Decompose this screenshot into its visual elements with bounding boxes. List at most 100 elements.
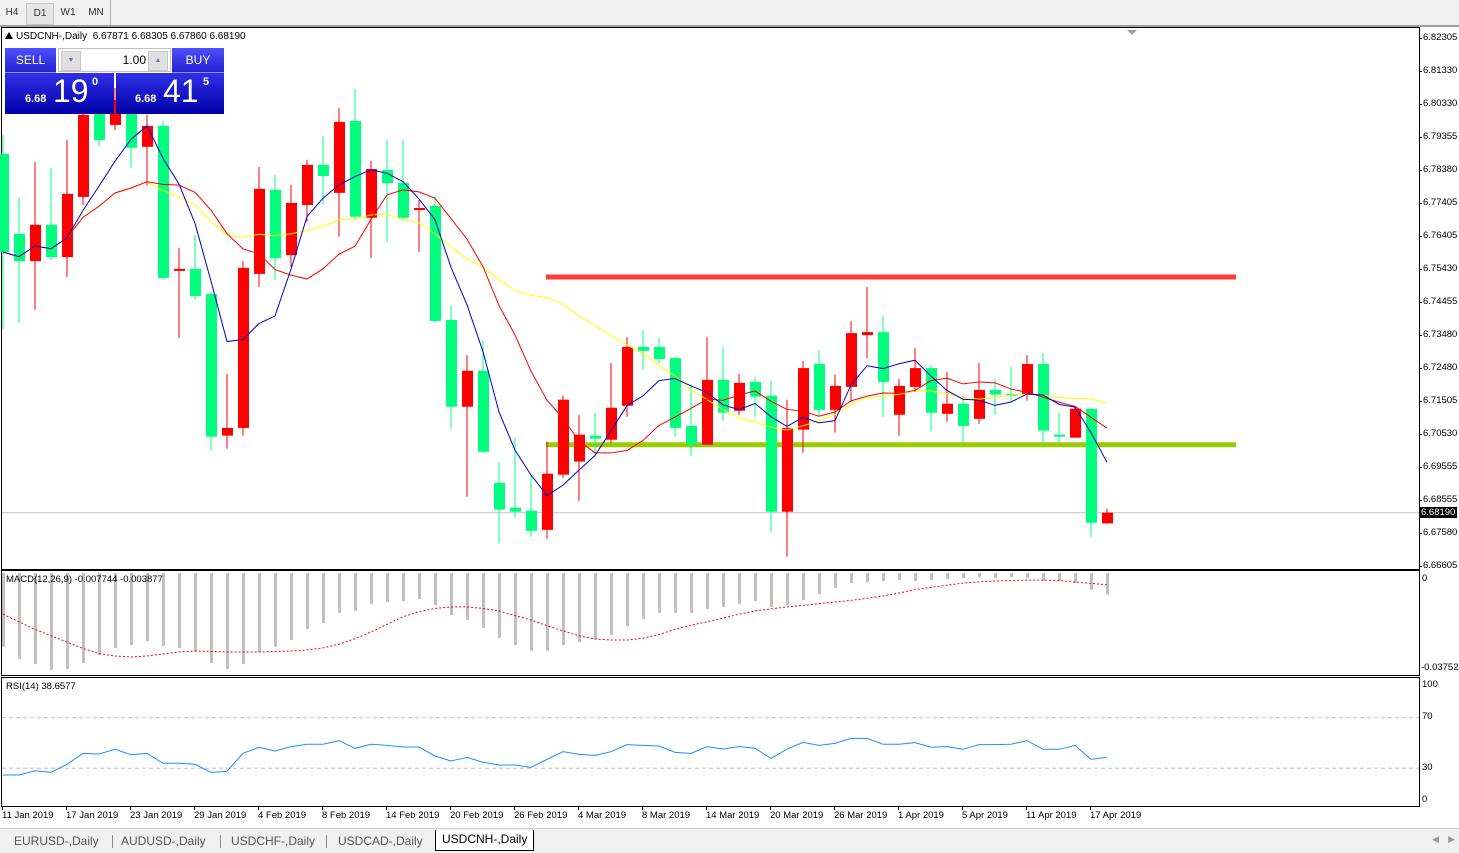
candle-body — [1022, 364, 1033, 395]
time-tick-label: 4 Mar 2019 — [578, 810, 627, 821]
macd-histogram-bar — [738, 573, 741, 605]
time-tick-label: 8 Feb 2019 — [322, 810, 371, 821]
lot-size-input[interactable]: 1.00 — [122, 53, 146, 67]
macd-histogram-bar — [162, 573, 165, 646]
candle-body — [286, 202, 297, 256]
price-tick — [1419, 368, 1422, 370]
tab-usdcad[interactable]: USDCAD-,Daily — [338, 834, 423, 848]
candle-body — [766, 395, 777, 512]
lot-decrease-icon[interactable]: ▼ — [61, 51, 81, 71]
macd-panel[interactable]: MACD(12,26,9) -0.007744 -0.003877 — [1, 570, 1420, 676]
candle-body — [158, 125, 169, 278]
candle-body — [334, 121, 345, 193]
rsi-axis-30: 30 — [1422, 762, 1433, 773]
candle-body — [830, 385, 841, 410]
time-tick — [962, 806, 963, 810]
time-tick-label: 4 Feb 2019 — [258, 810, 307, 821]
candle-body — [0, 153, 9, 253]
time-tick — [898, 806, 899, 810]
macd-histogram-bar — [706, 573, 709, 609]
sell-button[interactable]: SELL — [5, 48, 56, 73]
macd-histogram-bar — [1074, 573, 1077, 584]
macd-histogram-bar — [306, 573, 309, 629]
time-axis[interactable]: 11 Jan 2019 17 Jan 2019 23 Jan 2019 29 Jan … — [0, 806, 1419, 826]
tab-audusd[interactable]: AUDUSD-,Daily — [121, 834, 206, 848]
time-tick-label: 20 Feb 2019 — [450, 810, 504, 821]
candle-body — [654, 346, 665, 360]
chart-header: USDCNH-,Daily 6.67871 6.68305 6.67860 6.… — [5, 31, 246, 42]
price-tick — [1419, 334, 1422, 336]
candle-body — [718, 379, 729, 413]
macd-histogram-bar — [258, 573, 261, 652]
candle-body — [686, 425, 697, 445]
candle-body — [462, 370, 473, 407]
macd-histogram-bar — [498, 573, 501, 639]
price-tick-label: 6.71505 — [1423, 395, 1458, 407]
time-tick-label: 1 Apr 2019 — [898, 810, 944, 821]
rsi-panel[interactable]: RSI(14) 38.6577 — [1, 677, 1420, 807]
time-tick-label: 17 Apr 2019 — [1090, 810, 1142, 821]
timeframe-mn-button[interactable]: MN — [88, 7, 104, 18]
candle-body — [446, 319, 457, 407]
price-tick — [1419, 70, 1422, 72]
macd-histogram-bar — [866, 573, 869, 583]
macd-histogram-bar — [194, 573, 197, 652]
candle-body — [574, 434, 585, 462]
candle-body — [430, 205, 441, 322]
candle-body — [974, 389, 985, 419]
macd-axis-top: 0 — [1422, 573, 1428, 584]
timeframe-h4-button[interactable]: H4 — [5, 7, 19, 18]
tab-usdcnh[interactable]: USDCNH-,Daily — [435, 830, 535, 851]
price-axis[interactable]: 6.82305 6.81330 6.80330 6.79355 6.78380 6.774… — [1419, 27, 1459, 571]
macd-histogram-bar — [626, 573, 629, 627]
time-tick-label: 20 Mar 2019 — [770, 810, 824, 821]
sell-price-box[interactable]: 6.68 19 0 — [5, 73, 114, 114]
lot-size-stepper[interactable]: ▼ 1.00 ▲ — [58, 48, 171, 72]
macd-histogram-bar — [450, 573, 453, 615]
timeframe-w1-button[interactable]: W1 — [60, 7, 76, 18]
price-tick-label: 6.79355 — [1423, 131, 1458, 143]
chart-ohlc: 6.67871 6.68305 6.67860 6.68190 — [92, 31, 246, 42]
time-tick — [1090, 806, 1091, 810]
timeframe-d1-button[interactable]: D1 — [26, 3, 54, 25]
candle-body — [846, 333, 857, 387]
time-tick — [578, 806, 579, 810]
macd-histogram-bar — [2, 573, 5, 647]
price-chart-panel[interactable] — [0, 27, 1420, 570]
macd-histogram-bar — [898, 573, 901, 581]
price-tick — [1419, 302, 1422, 303]
chart-menu-triangle-icon[interactable] — [5, 32, 13, 39]
candle-body — [942, 403, 953, 414]
rsi-line — [3, 737, 1108, 776]
scroll-left-icon[interactable]: ◀ — [1432, 834, 1439, 844]
chart-shift-marker-icon[interactable] — [1126, 29, 1140, 37]
buy-price-box[interactable]: 6.68 41 5 — [116, 73, 224, 114]
tab-divider — [326, 835, 327, 848]
macd-histogram-bar — [274, 573, 277, 647]
macd-signal-line — [2, 579, 1108, 658]
price-tick — [1419, 137, 1422, 139]
time-tick — [2, 806, 3, 810]
candle-body — [302, 164, 313, 205]
macd-histogram-bar — [34, 573, 37, 665]
price-tick — [1419, 170, 1422, 171]
candle-body — [958, 403, 969, 426]
price-tick-label: 6.69555 — [1423, 460, 1458, 472]
time-tick-label: 14 Mar 2019 — [706, 810, 760, 821]
lot-increase-icon[interactable]: ▲ — [148, 51, 168, 71]
macd-chart — [2, 573, 1109, 670]
macd-histogram-bar — [946, 573, 949, 580]
buy-button[interactable]: BUY — [172, 48, 224, 73]
tab-usdchf[interactable]: USDCHF-,Daily — [231, 834, 315, 848]
macd-histogram-bar — [1058, 573, 1061, 582]
candle-body — [30, 224, 41, 262]
tab-eurusd[interactable]: EURUSD-,Daily — [14, 834, 99, 848]
candle-body — [750, 381, 761, 397]
scroll-right-icon[interactable]: ▶ — [1448, 834, 1455, 844]
macd-histogram-bar — [594, 573, 597, 640]
candle-body — [142, 125, 153, 147]
ma-fast-line — [2, 124, 1108, 497]
macd-histogram-bar — [658, 573, 661, 613]
macd-histogram-bar — [98, 573, 101, 655]
macd-histogram-bar — [130, 573, 133, 646]
